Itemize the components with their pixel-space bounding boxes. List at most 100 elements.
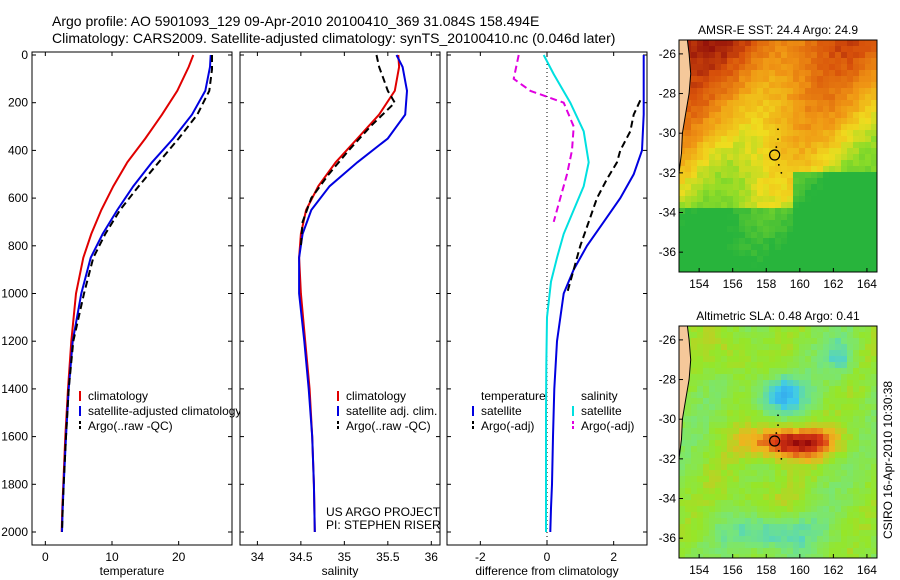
sla-map-cell bbox=[781, 434, 787, 440]
sla-map-cell bbox=[859, 434, 865, 440]
sla-map-cell bbox=[757, 428, 763, 434]
sla-map-cell bbox=[685, 440, 691, 446]
sla-map-cell bbox=[781, 506, 787, 512]
sla-map-cell bbox=[739, 362, 745, 368]
sst-map-cell bbox=[865, 118, 871, 124]
sla-map-cell bbox=[835, 458, 841, 464]
sst-map-cell bbox=[811, 130, 817, 136]
sla-map-cell bbox=[841, 464, 847, 470]
sst-map-cell bbox=[709, 226, 715, 232]
sst-map-cell bbox=[823, 250, 829, 256]
sst-map-cell bbox=[841, 238, 847, 244]
sst-map-cell bbox=[787, 76, 793, 82]
sst-map-cell bbox=[691, 244, 697, 250]
sla-map-cell bbox=[745, 470, 751, 476]
sla-map-cell bbox=[853, 482, 859, 488]
temperature-series-line bbox=[61, 54, 212, 533]
sst-map-cell bbox=[799, 202, 805, 208]
sst-map-cell bbox=[847, 166, 853, 172]
sla-map-cell bbox=[847, 494, 853, 500]
sla-map-cell bbox=[811, 332, 817, 338]
sla-map-cell bbox=[745, 536, 751, 542]
sla-map-cell bbox=[703, 542, 709, 548]
sst-map-cell bbox=[793, 46, 799, 52]
sst-map-cell bbox=[847, 232, 853, 238]
sla-map-cell bbox=[685, 392, 691, 398]
sst-map-cell bbox=[871, 40, 877, 46]
sst-map-cell bbox=[769, 178, 775, 184]
sla-map-cell bbox=[859, 326, 865, 332]
sst-map-cell bbox=[805, 142, 811, 148]
sla-map-cell bbox=[685, 512, 691, 518]
sst-map-cell bbox=[787, 64, 793, 70]
sla-map-cell bbox=[715, 488, 721, 494]
sla-map-cell bbox=[823, 494, 829, 500]
sla-map-cell bbox=[805, 326, 811, 332]
sst-map-cell bbox=[853, 232, 859, 238]
sla-map-cell bbox=[685, 422, 691, 428]
sla-map-cell bbox=[823, 488, 829, 494]
sst-map-cell bbox=[871, 148, 877, 154]
sst-map-cell bbox=[739, 220, 745, 226]
sst-map-cell bbox=[811, 262, 817, 268]
sla-map-cell bbox=[757, 500, 763, 506]
sla-map-cell bbox=[817, 326, 823, 332]
sst-map-cell bbox=[817, 94, 823, 100]
sla-map-cell bbox=[841, 506, 847, 512]
sla-map-cell bbox=[703, 398, 709, 404]
sla-map-cell bbox=[853, 458, 859, 464]
sla-map-cell bbox=[835, 518, 841, 524]
sla-map-cell bbox=[715, 368, 721, 374]
sst-map-cell bbox=[871, 238, 877, 244]
sst-map-cell bbox=[739, 202, 745, 208]
sst-map-cell bbox=[811, 124, 817, 130]
sst-map-cell bbox=[679, 244, 685, 250]
sst-map-cell bbox=[745, 238, 751, 244]
sla-map-cell bbox=[757, 536, 763, 542]
sst-map-cell bbox=[817, 178, 823, 184]
sst-map-cell bbox=[709, 64, 715, 70]
sla-map-cell bbox=[799, 350, 805, 356]
sst-map-cell bbox=[823, 244, 829, 250]
sla-map-cell bbox=[823, 362, 829, 368]
sst-map-cell bbox=[691, 64, 697, 70]
sla-map-cell bbox=[757, 362, 763, 368]
sst-map-cell bbox=[745, 40, 751, 46]
sst-map-cell bbox=[709, 196, 715, 202]
sla-map-cell bbox=[835, 440, 841, 446]
sla-map-cell bbox=[823, 554, 829, 558]
sst-map-cell bbox=[829, 250, 835, 256]
sst-map-cell bbox=[829, 172, 835, 178]
sla-map-cell bbox=[841, 344, 847, 350]
sst-map-cell bbox=[745, 112, 751, 118]
sst-map-cell bbox=[835, 250, 841, 256]
sla-map-cell bbox=[763, 452, 769, 458]
sst-map-cell bbox=[745, 220, 751, 226]
sla-map-cell bbox=[697, 362, 703, 368]
sst-map-cell bbox=[805, 82, 811, 88]
sst-map-cell bbox=[805, 130, 811, 136]
sla-map-cell bbox=[733, 338, 739, 344]
sla-map-cell bbox=[715, 530, 721, 536]
sst-map-cell bbox=[775, 178, 781, 184]
sla-map-cell bbox=[751, 452, 757, 458]
sla-map-cell bbox=[793, 548, 799, 554]
sst-map-cell bbox=[835, 88, 841, 94]
sla-map-cell bbox=[853, 338, 859, 344]
sla-map-cell bbox=[787, 356, 793, 362]
sla-map-cell bbox=[859, 536, 865, 542]
sla-map-cell bbox=[739, 434, 745, 440]
sla-map-cell bbox=[709, 530, 715, 536]
sst-map-cell bbox=[781, 136, 787, 142]
sla-map-cell bbox=[847, 434, 853, 440]
sst-map-cell bbox=[751, 130, 757, 136]
sla-map-cell bbox=[727, 500, 733, 506]
sst-map-cell bbox=[715, 238, 721, 244]
sla-map-cell bbox=[823, 524, 829, 530]
sst-map-cell bbox=[793, 76, 799, 82]
sla-map-cell bbox=[781, 326, 787, 332]
sst-map-cell bbox=[751, 166, 757, 172]
sst-map-cell bbox=[715, 190, 721, 196]
sst-map-cell bbox=[799, 160, 805, 166]
sst-map-cell bbox=[679, 214, 685, 220]
